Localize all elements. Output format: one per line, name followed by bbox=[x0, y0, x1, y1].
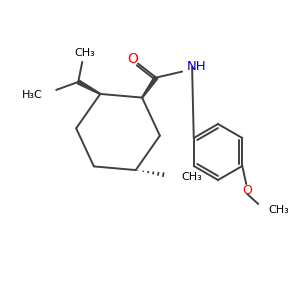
Text: O: O bbox=[128, 52, 139, 66]
Text: O: O bbox=[242, 184, 252, 196]
Text: CH₃: CH₃ bbox=[74, 48, 94, 58]
Polygon shape bbox=[77, 80, 101, 94]
Text: CH₃: CH₃ bbox=[268, 205, 289, 215]
Text: H₃C: H₃C bbox=[22, 90, 42, 100]
Text: CH₃: CH₃ bbox=[182, 172, 202, 182]
Text: NH: NH bbox=[187, 60, 207, 73]
Polygon shape bbox=[142, 76, 158, 98]
